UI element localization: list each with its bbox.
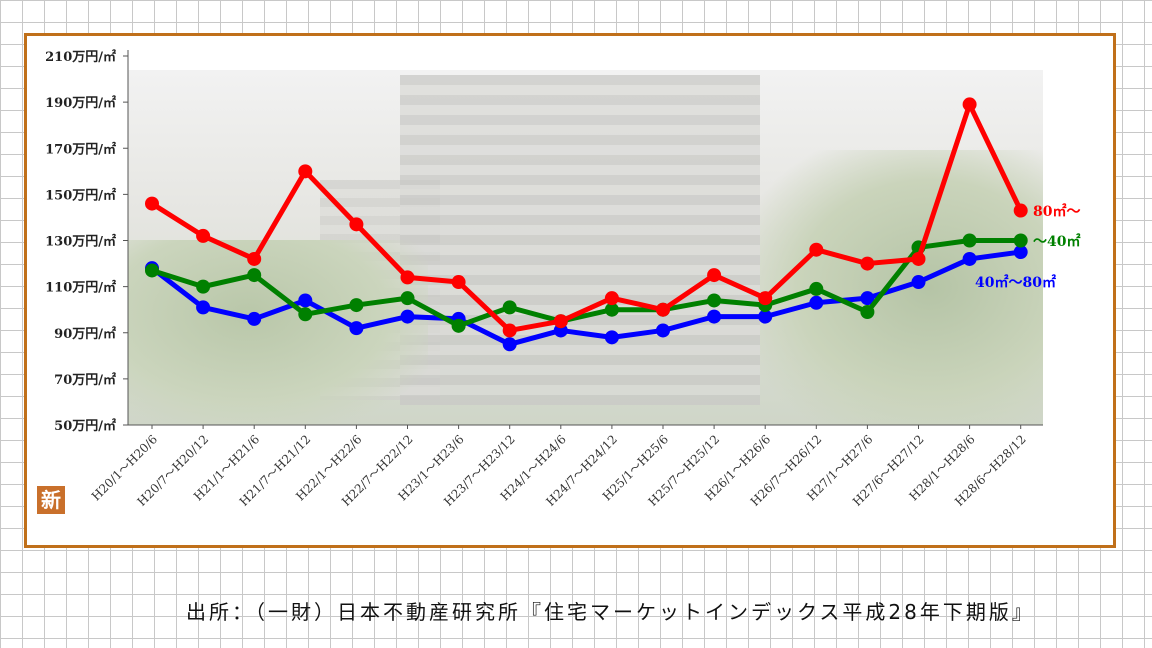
data-point xyxy=(145,196,159,211)
data-point xyxy=(911,275,926,290)
data-point xyxy=(604,302,619,317)
data-point xyxy=(451,318,466,333)
data-point xyxy=(349,298,364,313)
data-point xyxy=(298,164,313,179)
data-point xyxy=(962,233,977,248)
data-point xyxy=(502,323,517,338)
data-point xyxy=(860,256,875,271)
data-point xyxy=(145,263,159,278)
data-point xyxy=(656,323,670,338)
series-label: 80㎡～ xyxy=(1033,203,1080,220)
data-point xyxy=(349,321,364,336)
data-point xyxy=(707,293,722,308)
y-tick-label: 130万円/㎡ xyxy=(45,234,116,250)
data-point xyxy=(809,242,824,257)
y-tick-label: 70万円/㎡ xyxy=(54,372,116,388)
y-tick-label: 170万円/㎡ xyxy=(45,141,116,157)
data-point xyxy=(400,309,415,324)
series-line xyxy=(149,249,1024,347)
series-label: ～40㎡ xyxy=(1033,233,1080,250)
series-line xyxy=(149,101,1024,333)
y-tick-label: 110万円/㎡ xyxy=(45,280,116,296)
series-line xyxy=(149,238,1024,329)
data-point xyxy=(349,217,364,232)
data-point xyxy=(707,309,722,324)
data-point xyxy=(247,251,262,266)
data-point xyxy=(502,337,517,352)
data-point xyxy=(604,330,619,345)
data-point xyxy=(451,275,466,290)
data-point xyxy=(860,304,875,319)
background-building xyxy=(400,75,760,405)
data-point xyxy=(604,291,619,306)
data-point xyxy=(707,268,722,283)
data-point xyxy=(196,228,211,243)
data-point xyxy=(809,295,824,310)
y-tick-label: 150万円/㎡ xyxy=(45,187,116,203)
data-point xyxy=(400,270,415,285)
data-point xyxy=(911,251,926,266)
new-badge-icon: 新 xyxy=(37,486,65,514)
data-point xyxy=(758,309,773,324)
data-point xyxy=(1013,245,1028,260)
y-tick-label: 50万円/㎡ xyxy=(54,418,116,434)
data-point xyxy=(809,281,824,296)
data-point xyxy=(502,300,517,315)
data-point xyxy=(196,300,211,315)
data-point xyxy=(247,311,262,326)
data-point xyxy=(400,291,415,306)
data-point xyxy=(298,293,313,308)
data-point xyxy=(247,268,262,283)
y-tick-label: 210万円/㎡ xyxy=(45,49,116,65)
background-trees-left xyxy=(128,240,428,425)
source-note: 出所：（一財）日本不動産研究所『住宅マーケットインデックス平成28年下期版』 xyxy=(186,600,1035,624)
data-point xyxy=(196,279,211,294)
data-point xyxy=(553,314,568,329)
data-point xyxy=(1013,233,1028,248)
data-point xyxy=(1013,203,1028,218)
data-point xyxy=(298,307,313,322)
series-label: 40㎡～80㎡ xyxy=(975,274,1056,291)
data-point xyxy=(758,291,773,306)
data-point xyxy=(962,251,977,266)
data-point xyxy=(860,291,875,306)
y-tick-label: 90万円/㎡ xyxy=(54,326,116,342)
y-tick-label: 190万円/㎡ xyxy=(45,95,116,111)
data-point xyxy=(962,97,977,112)
data-point xyxy=(656,302,670,317)
